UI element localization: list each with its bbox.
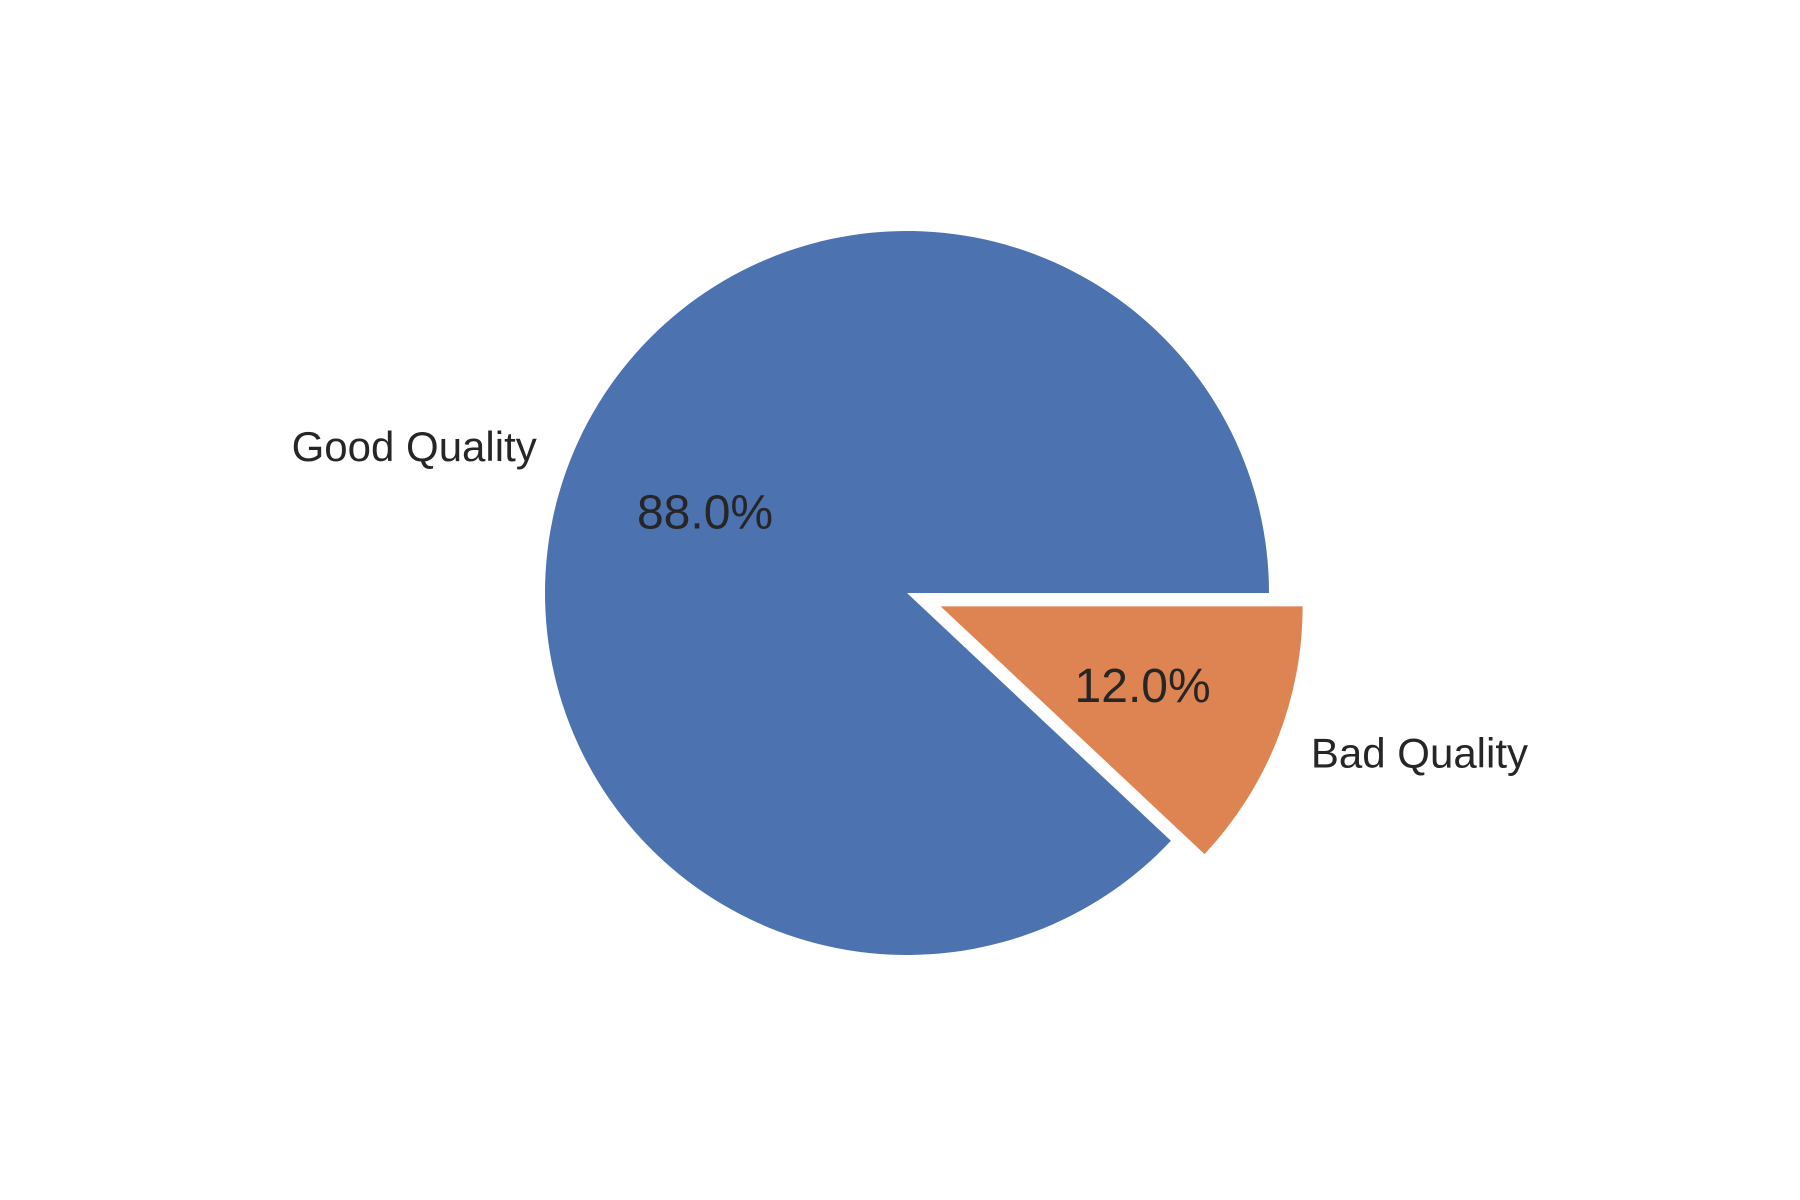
- pie-slice-good-quality: [545, 230, 1269, 955]
- pie-labels: 88.0% Good Quality 12.0% Bad Quality: [292, 423, 1528, 777]
- slice-label-good-quality: Good Quality: [292, 423, 537, 470]
- pie-slices: [545, 230, 1303, 955]
- pct-label-bad-quality: 12.0%: [1075, 660, 1211, 713]
- pie-slice-bad-quality: [940, 606, 1303, 855]
- pct-label-good-quality: 88.0%: [637, 487, 773, 540]
- slice-label-bad-quality: Bad Quality: [1311, 729, 1528, 776]
